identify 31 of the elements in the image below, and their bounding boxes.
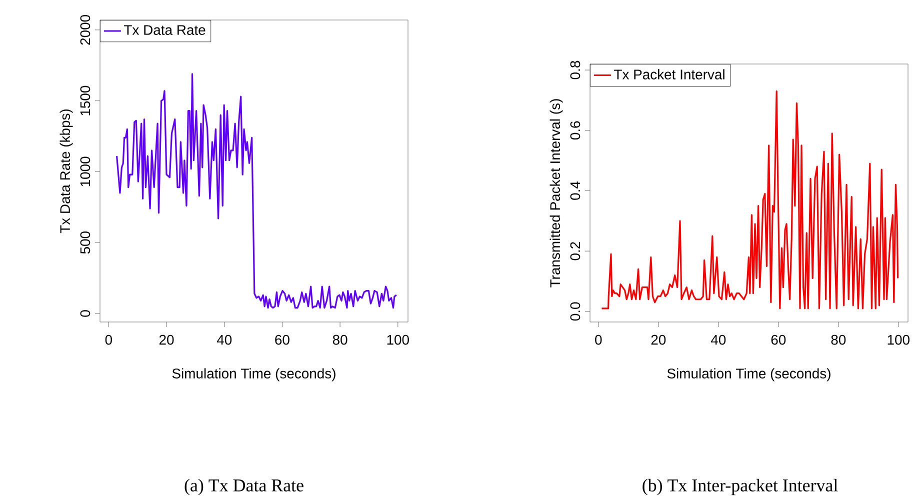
y-axis-title: Tx Data Rate (kbps) — [60, 109, 73, 234]
x-tick-label: 20 — [159, 334, 174, 345]
y-tick-label: 1500 — [80, 86, 90, 116]
x-tick-label: 100 — [888, 334, 910, 345]
x-tick-label: 0 — [595, 334, 602, 345]
y-tick-label: 2000 — [80, 14, 90, 45]
x-tick-label: 80 — [332, 334, 348, 345]
y-tick-label: 500 — [80, 232, 90, 254]
legend-label: Tx Data Rate — [124, 25, 206, 35]
x-axis-title: Simulation Time (seconds) — [667, 368, 830, 382]
y-tick-label: 0.2 — [570, 242, 580, 260]
y-tick-label: 0.6 — [570, 121, 580, 140]
x-tick-label: 60 — [275, 334, 290, 345]
legend-label: Tx Packet Interval — [614, 69, 724, 80]
x-tick-label: 40 — [710, 334, 726, 345]
x-tick-label: 60 — [771, 334, 786, 345]
text: (b) Tx Inter-packet Interval — [642, 478, 838, 496]
x-tick-label: 0 — [105, 334, 112, 345]
y-tick-label: 0.4 — [570, 181, 580, 200]
x-tick-label: 100 — [387, 334, 409, 345]
y-tick-label: 0 — [80, 310, 90, 317]
y-tick-label: 0.8 — [570, 60, 580, 80]
text: (a) Tx Data Rate — [184, 478, 304, 496]
x-tick-label: 40 — [216, 334, 232, 345]
x-axis-title: Simulation Time (seconds) — [172, 368, 336, 382]
y-tick-label: 1000 — [80, 156, 90, 186]
x-tick-label: 80 — [831, 334, 846, 345]
line-series — [116, 73, 398, 309]
x-tick-label: 20 — [651, 334, 666, 345]
y-axis-title: Transmitted Packet Interval (s) — [550, 99, 563, 288]
y-tick-label: 0.0 — [570, 302, 580, 321]
